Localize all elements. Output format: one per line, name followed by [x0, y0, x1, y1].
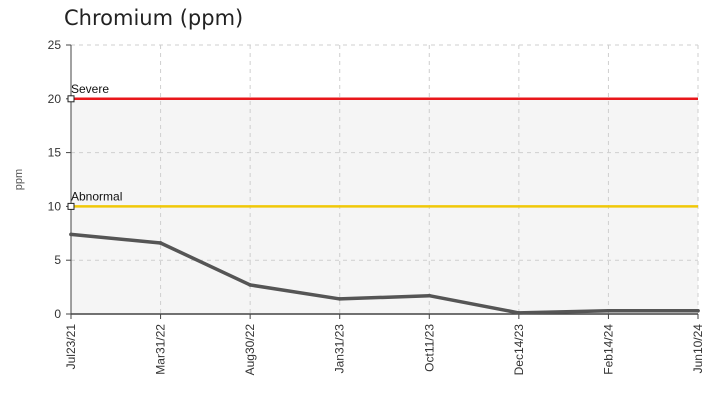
data-point: [337, 297, 342, 301]
data-point: [606, 308, 611, 313]
data-point: [248, 283, 252, 287]
data-point: [427, 293, 432, 298]
data-point: [69, 232, 73, 237]
chart-title: Chromium (ppm): [64, 6, 244, 30]
data-point: [696, 308, 700, 313]
reference-lines: Severe Abnormal: [67, 82, 698, 210]
y-tick-label: 10: [48, 199, 62, 213]
y-tick-label: 25: [48, 38, 62, 52]
tick-labels: 0 5 10 15 20 25 Jul23/21 Mar31/22 Aug30/22 Jan31/…: [13, 38, 705, 375]
reference-marker-severe: [67, 95, 75, 103]
y-tick-label: 0: [54, 307, 61, 321]
y-tick-label: 5: [54, 253, 61, 267]
reference-marker-abnormal: [67, 202, 75, 210]
x-tick-label: Jan31/23: [333, 324, 347, 374]
x-tick-label: Feb14/24: [601, 324, 615, 375]
reference-label-severe: Severe: [71, 82, 109, 96]
data-point: [517, 311, 521, 315]
x-tick-label: Aug30/22: [243, 324, 257, 376]
axes: [66, 44, 699, 319]
y-axis-label: ppm: [13, 169, 25, 190]
x-tick-label: Jun10/24: [691, 324, 705, 374]
x-tick-label: Mar31/22: [154, 324, 168, 375]
x-tick-label: Oct11/23: [422, 324, 436, 372]
series: [69, 232, 700, 315]
y-tick-label: 20: [48, 92, 62, 106]
series-line-0: [69, 232, 700, 315]
reference-label-abnormal: Abnormal: [71, 189, 122, 203]
x-tick-label: Jul23/21: [64, 324, 78, 370]
data-point: [158, 241, 163, 245]
y-tick-label: 15: [48, 146, 62, 160]
x-tick-label: Dec14/23: [512, 324, 526, 376]
